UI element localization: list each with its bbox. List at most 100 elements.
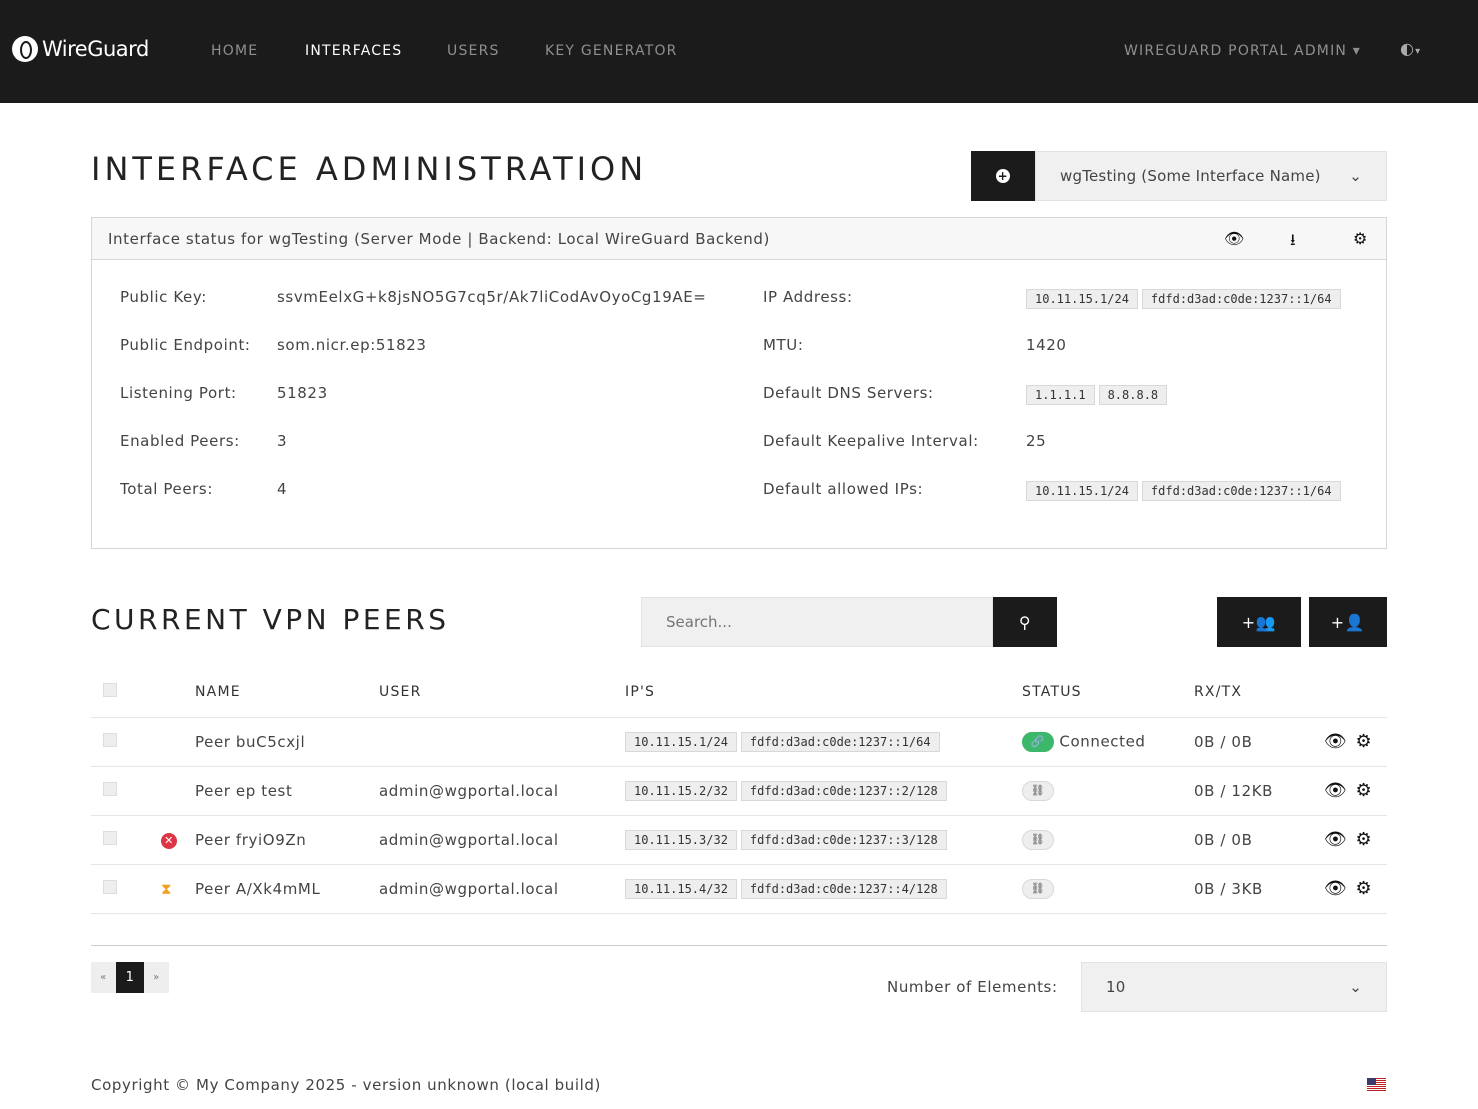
row-checkbox[interactable] — [103, 781, 117, 796]
add-users-icon: +👥 — [1241, 612, 1277, 632]
chevron-down-icon: ⌄ — [1349, 167, 1362, 185]
page-title: INTERFACE ADMINISTRATION — [91, 150, 648, 188]
search-button[interactable]: ⚲ — [993, 597, 1057, 647]
peer-user: admin@wgportal.local — [379, 815, 625, 865]
elements-select[interactable]: 10 ⌄ — [1081, 962, 1387, 1012]
col-ips[interactable]: IP'S — [625, 668, 1022, 718]
status-label: Public Endpoint: — [120, 336, 251, 354]
status-label: Default Keepalive Interval: — [763, 432, 979, 450]
interface-status-card: Interface status for wgTesting (Server M… — [91, 217, 1387, 549]
gear-icon[interactable]: ⚙ — [1353, 229, 1368, 248]
divider — [91, 945, 1387, 946]
ip-badge: fdfd:d3ad:c0de:1237::3/128 — [740, 829, 947, 850]
eye-icon[interactable]: 👁 — [1324, 731, 1348, 752]
gear-icon[interactable]: ⚙ — [1355, 780, 1373, 801]
status-value: 4 — [277, 480, 288, 498]
status-value: ssvmEelxG+k8jsNO5G7cq5r/Ak7liCodAvOyoCg1… — [277, 288, 707, 306]
eye-icon[interactable]: 👁 — [1224, 229, 1245, 248]
col-name[interactable]: NAME — [195, 668, 379, 718]
disabled-icon: ✕ — [161, 833, 177, 849]
download-icon[interactable]: ⭳ — [1290, 230, 1297, 249]
add-interface-button[interactable]: + — [971, 151, 1035, 201]
theme-toggle[interactable]: ◐▾ — [1400, 39, 1422, 58]
nav-users[interactable]: USERS — [447, 43, 500, 59]
gear-icon[interactable]: ⚙ — [1355, 731, 1373, 752]
row-checkbox[interactable] — [103, 830, 117, 845]
peer-user — [379, 717, 625, 767]
col-status[interactable]: STATUS — [1022, 668, 1194, 718]
status-value: som.nicr.ep:51823 — [277, 336, 427, 354]
status-label: IP Address: — [763, 288, 853, 306]
nav-key-generator[interactable]: KEY GENERATOR — [545, 43, 678, 59]
table-row: Peer ep test admin@wgportal.local 10.11.… — [91, 766, 1387, 816]
peer-rxtx: 0B / 0B — [1194, 717, 1324, 767]
elements-label: Number of Elements: — [887, 978, 1058, 996]
ip-badge: 8.8.8.8 — [1098, 385, 1168, 405]
status-label: Listening Port: — [120, 384, 237, 402]
status-label: Default allowed IPs: — [763, 480, 924, 498]
ip-badge: 1.1.1.1 — [1026, 385, 1095, 405]
peers-title: CURRENT VPN PEERS — [91, 603, 450, 636]
table-row: ✕ Peer fryiO9Zn admin@wgportal.local 10.… — [91, 815, 1387, 865]
gear-icon[interactable]: ⚙ — [1355, 878, 1373, 899]
ip-badge: 10.11.15.3/32 — [625, 829, 737, 850]
hourglass-icon: ⧗ — [161, 879, 173, 898]
disconnected-link-icon: ⛓ — [1022, 829, 1054, 850]
next-page[interactable]: » — [144, 962, 169, 993]
elements-value: 10 — [1106, 978, 1126, 996]
nav-home[interactable]: HOME — [211, 43, 259, 59]
ip-badge: fdfd:d3ad:c0de:1237::1/64 — [740, 731, 940, 752]
add-peer-button[interactable]: +👤 — [1309, 597, 1387, 647]
status-badges: 10.11.15.1/24 fdfd:d3ad:c0de:1237::1/64 — [1026, 481, 1345, 501]
add-user-icon: +👤 — [1330, 612, 1366, 632]
interface-select[interactable]: wgTesting (Some Interface Name) ⌄ — [1035, 151, 1387, 201]
peer-user: admin@wgportal.local — [379, 766, 625, 816]
prev-page[interactable]: « — [91, 962, 116, 993]
ip-badge: fdfd:d3ad:c0de:1237::2/128 — [740, 780, 947, 801]
select-all-checkbox[interactable] — [103, 683, 117, 698]
interface-select-value: wgTesting (Some Interface Name) — [1060, 167, 1321, 185]
nav-interfaces[interactable]: INTERFACES — [305, 43, 403, 59]
peer-user: admin@wgportal.local — [379, 864, 625, 914]
status-value: 51823 — [277, 384, 328, 402]
col-user[interactable]: USER — [379, 668, 625, 718]
col-rxtx[interactable]: RX/TX — [1194, 668, 1324, 718]
status-label: Default DNS Servers: — [763, 384, 934, 402]
gear-icon[interactable]: ⚙ — [1355, 829, 1373, 850]
add-multiple-peers-button[interactable]: +👥 — [1217, 597, 1301, 647]
ip-badge: 10.11.15.1/24 — [1026, 289, 1138, 309]
status-label: Enabled Peers: — [120, 432, 240, 450]
status-value: 3 — [277, 432, 288, 450]
half-circle-icon: ◐ — [1400, 39, 1416, 58]
chevron-down-icon: ⌄ — [1349, 978, 1362, 996]
user-menu[interactable]: WIREGUARD PORTAL ADMIN ▾ — [1124, 43, 1361, 59]
us-flag-icon[interactable] — [1367, 1078, 1386, 1091]
ip-badge: 10.11.15.4/32 — [625, 878, 737, 899]
row-checkbox[interactable] — [103, 732, 117, 747]
ip-badge: fdfd:d3ad:c0de:1237::1/64 — [1141, 289, 1341, 309]
pagination: « 1 » — [91, 962, 169, 993]
disconnected-link-icon: ⛓ — [1022, 780, 1054, 801]
row-checkbox[interactable] — [103, 879, 117, 894]
user-menu-label: WIREGUARD PORTAL ADMIN — [1124, 43, 1348, 59]
peer-rxtx: 0B / 12KB — [1194, 766, 1324, 816]
page-1[interactable]: 1 — [116, 962, 144, 993]
status-badges: 1.1.1.1 8.8.8.8 — [1026, 385, 1171, 405]
search-icon: ⚲ — [1018, 612, 1032, 632]
peer-name: Peer A/Xk4mML — [195, 864, 379, 914]
disconnected-link-icon: ⛓ — [1022, 878, 1054, 899]
ip-badge: 10.11.15.1/24 — [1026, 481, 1138, 501]
ip-badge: 10.11.15.2/32 — [625, 780, 737, 801]
plus-circle-icon: + — [996, 169, 1010, 183]
footer-copyright: Copyright © My Company 2025 - version un… — [91, 1076, 602, 1094]
brand-logo[interactable]: WireGuard — [12, 36, 149, 62]
wireguard-logo-icon — [12, 36, 38, 62]
search-input[interactable] — [641, 597, 993, 647]
status-value: 1420 — [1026, 336, 1067, 354]
eye-icon[interactable]: 👁 — [1324, 878, 1348, 899]
eye-icon[interactable]: 👁 — [1324, 829, 1348, 850]
eye-icon[interactable]: 👁 — [1324, 780, 1348, 801]
connected-link-icon: 🔗 — [1022, 731, 1054, 752]
ip-badge: fdfd:d3ad:c0de:1237::4/128 — [740, 878, 947, 899]
ip-badge: 10.11.15.1/24 — [625, 731, 737, 752]
